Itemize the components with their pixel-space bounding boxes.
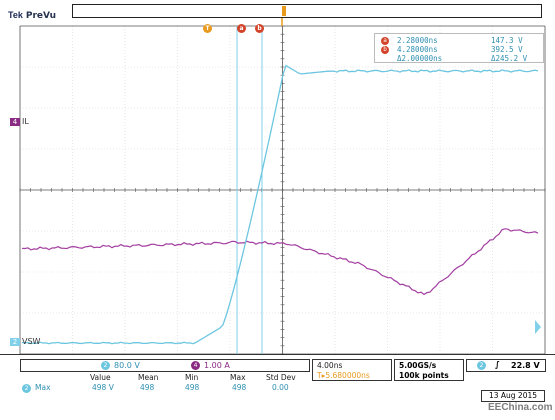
meas-header-min: Min — [185, 373, 199, 382]
vsw-channel-label[interactable]: 2 VSW — [10, 337, 40, 346]
ch2-badge: 2 — [101, 361, 110, 370]
meas-header-mean: Mean — [138, 373, 159, 382]
meas-header-value: Value — [90, 373, 111, 382]
cursor-b-row: b 4.28000ns 392.5 V — [381, 45, 523, 55]
cursor-readout: a 2.28000ns 147.3 V b 4.28000ns 392.5 V … — [374, 33, 544, 63]
cursor-b-time: 4.28000ns — [397, 45, 438, 54]
ch2-marker-icon: 2 — [10, 338, 20, 346]
meas-header-max: Max — [230, 373, 246, 382]
brand-label: Tek — [8, 10, 23, 20]
il-label-text: IL — [22, 117, 29, 126]
cursor-a-row: a 2.28000ns 147.3 V — [381, 36, 523, 46]
meas-header-stddev: Std Dev — [266, 373, 296, 382]
ch4-scale-value: 1.00 A — [204, 361, 230, 370]
ch4-badge: 4 — [191, 361, 200, 370]
scope-brand: Tek PreVu — [8, 10, 56, 21]
trigger-position-value: T▸5.680000ns — [317, 371, 370, 380]
il-channel-label[interactable]: 4 IL — [10, 117, 29, 126]
sample-rate: 5.00GS/s — [399, 361, 437, 370]
record-length: 100k points — [399, 371, 449, 380]
trigger-panel[interactable]: 2 ∫ 22.8 V — [466, 359, 546, 372]
cursor-b-marker[interactable]: b — [255, 24, 264, 33]
trigger-source-badge: 2 — [477, 361, 486, 370]
meas-name-text: Max — [35, 383, 51, 392]
meas-name[interactable]: 2 Max — [22, 383, 51, 393]
timebase-value: 4.00ns — [317, 361, 343, 370]
date-display: 13 Aug 2015 — [481, 390, 545, 402]
meas-stddev: 0.00 — [272, 383, 289, 392]
ch2-scale[interactable]: 2 80.0 V — [101, 361, 140, 370]
acquisition-mode: PreVu — [25, 11, 57, 21]
meas-max: 498 — [232, 383, 247, 392]
meas-ch-badge: 2 — [22, 383, 31, 393]
cursor-delta-value: Δ245.2 V — [491, 54, 528, 63]
cursor-b-badge: b — [381, 46, 389, 54]
display-bottom-border — [0, 354, 555, 355]
trigger-level-icon[interactable] — [535, 320, 541, 334]
vsw-label-text: VSW — [22, 337, 41, 346]
trigger-level-value: 22.8 V — [511, 361, 540, 370]
cursor-a-badge: a — [381, 37, 389, 45]
trigger-slope-icon: ∫ — [495, 360, 500, 369]
cursor-a-time: 2.28000ns — [397, 36, 438, 45]
meas-min: 498 — [185, 383, 200, 392]
channel-scale-bar[interactable]: 2 80.0 V 4 1.00 A — [20, 359, 310, 372]
record-position-marker[interactable] — [282, 6, 286, 16]
timebase-panel[interactable]: 4.00ns T▸5.680000ns — [312, 359, 392, 381]
record-view-bar[interactable] — [72, 4, 542, 18]
measurement-table: Value Mean Min Max Std Dev 2 Max 498 V 49… — [20, 372, 310, 394]
ch2-scale-value: 80.0 V — [114, 361, 140, 370]
ch4-scale[interactable]: 4 1.00 A — [191, 361, 230, 370]
watermark: EEChina.com — [488, 402, 553, 413]
acquisition-panel[interactable]: 5.00GS/s 100k points — [394, 359, 464, 381]
cursor-b-value: 392.5 V — [491, 45, 523, 54]
meas-value: 498 V — [92, 383, 114, 392]
meas-mean: 498 — [140, 383, 155, 392]
vsw-voltage-trace — [21, 64, 539, 345]
cursor-delta-time: Δ2.00000ns — [397, 54, 443, 63]
cursor-a-marker[interactable]: a — [237, 24, 246, 33]
ch4-marker-icon: 4 — [10, 118, 20, 126]
cursor-a-value: 147.3 V — [491, 36, 523, 45]
trigger-t-marker[interactable]: T — [203, 24, 212, 33]
il-current-trace — [21, 228, 539, 296]
